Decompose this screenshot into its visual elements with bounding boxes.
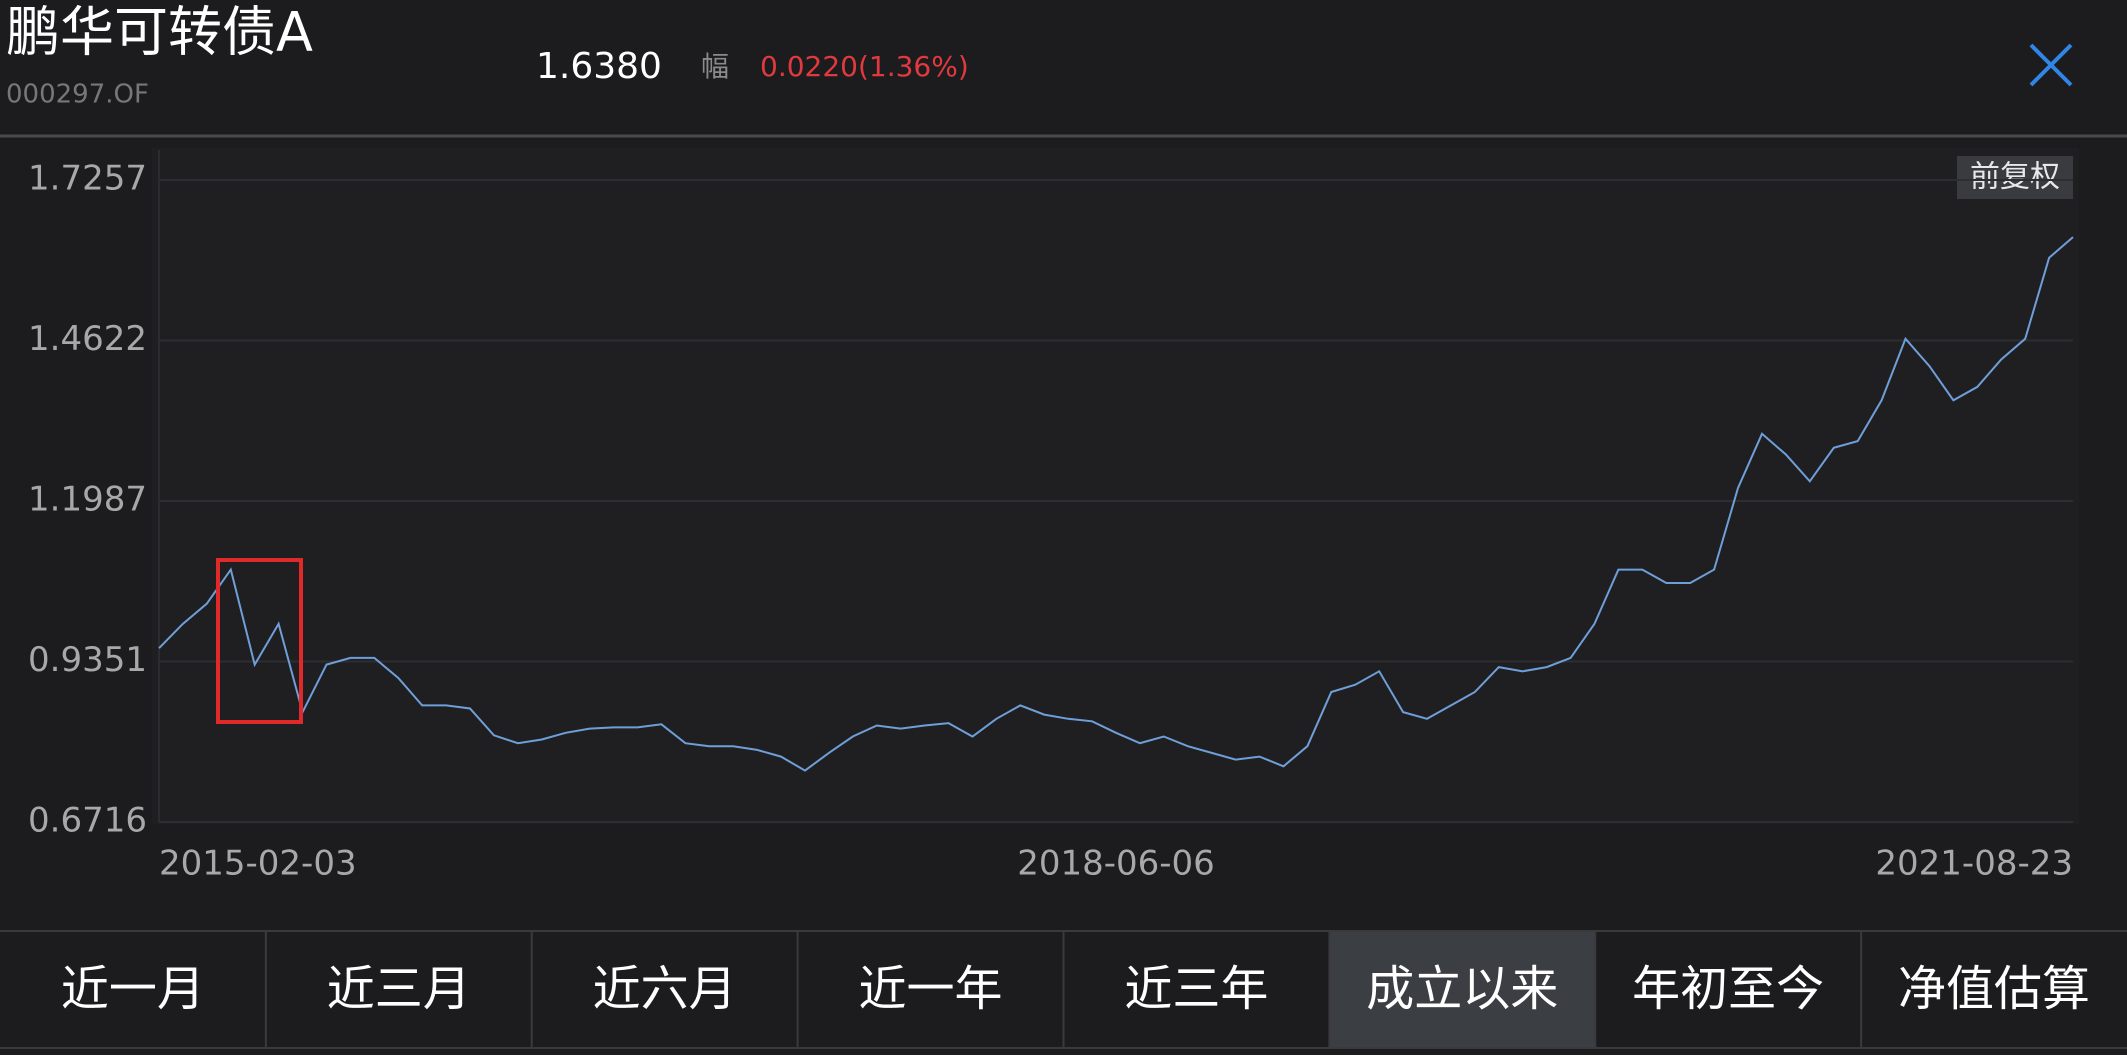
tab-label[interactable]: 年初至今 bbox=[1632, 961, 1824, 1017]
badge-bg bbox=[1957, 156, 2073, 199]
adjust-badge[interactable]: 前复权 bbox=[1970, 160, 2060, 195]
tab[interactable] bbox=[1595, 932, 1862, 1047]
tab-label[interactable]: 成立以来 bbox=[1366, 961, 1558, 1017]
tab-label[interactable]: 近六月 bbox=[593, 961, 737, 1017]
tab[interactable] bbox=[1063, 932, 1330, 1047]
close-icon bbox=[2029, 43, 2073, 87]
y-tick-label: 1.4622 bbox=[28, 319, 147, 359]
price-line bbox=[158, 236, 2074, 772]
x-tick-label: 2018-06-06 bbox=[1017, 844, 1215, 884]
plot-area bbox=[152, 148, 2079, 824]
close-button[interactable] bbox=[2029, 43, 2073, 87]
fund-title: 鹏华可转债A bbox=[6, 1, 313, 64]
tab[interactable] bbox=[1329, 932, 1596, 1047]
tab-label[interactable]: 近一年 bbox=[859, 961, 1003, 1017]
y-tick-label: 1.1987 bbox=[28, 479, 147, 519]
tab[interactable] bbox=[531, 932, 798, 1047]
tab[interactable] bbox=[1861, 932, 2127, 1047]
tab-label[interactable]: 净值估算 bbox=[1898, 961, 2090, 1017]
x-tick-label: 2015-02-03 bbox=[159, 844, 357, 884]
fund-code: 000297.OF bbox=[6, 80, 149, 110]
tab[interactable] bbox=[797, 932, 1064, 1047]
tab[interactable] bbox=[265, 932, 532, 1047]
chart: 0.6716 0.9351 1.1987 1.4622 1.7257 2015-02-03… bbox=[28, 150, 2074, 884]
change: 0.0220(1.36%) bbox=[760, 50, 969, 83]
tab-label[interactable]: 近三月 bbox=[327, 961, 471, 1017]
tab-bar: 近一月 近三月 近六月 近一年 近三年 成立以来 年初至今 净值估算 bbox=[0, 932, 2127, 1049]
x-tick-label: 2021-08-23 bbox=[1875, 844, 2073, 884]
y-tick-label: 0.9351 bbox=[28, 640, 147, 680]
y-tick-label: 0.6716 bbox=[28, 801, 147, 841]
tab[interactable] bbox=[0, 932, 266, 1047]
tab-label[interactable]: 近一月 bbox=[61, 961, 205, 1017]
tab-label[interactable]: 近三年 bbox=[1124, 961, 1268, 1017]
price: 1.6380 bbox=[536, 46, 662, 87]
change-label: 幅 bbox=[701, 50, 729, 83]
y-tick-label: 1.7257 bbox=[28, 159, 147, 199]
highlight-box bbox=[216, 558, 303, 724]
